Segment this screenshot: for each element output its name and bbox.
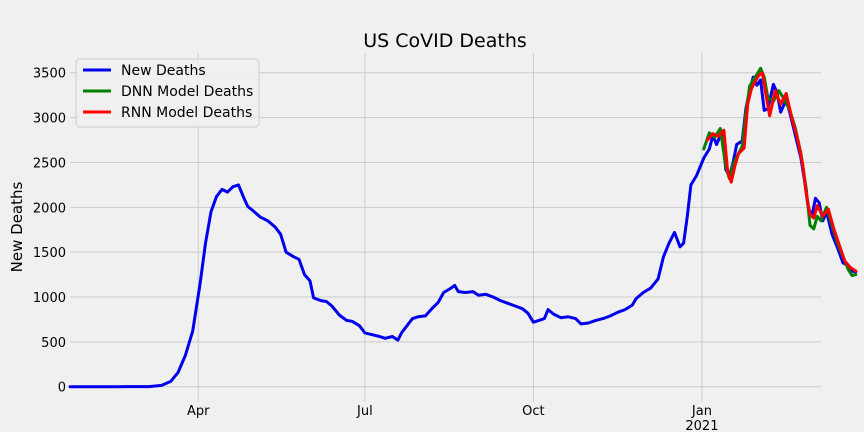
y-tick-label: 2500: [33, 156, 66, 171]
series-line-new-deaths: [68, 75, 858, 389]
legend-label-new-deaths: New Deaths: [121, 63, 206, 79]
y-tick-label: 0: [58, 381, 66, 396]
ticks: 0 500 1000 1500 2000 2500 3000 3500 Apr Jul Oct Jan…: [33, 67, 719, 432]
legend-label-rnn: RNN Model Deaths: [121, 105, 252, 121]
y-tick-label: 1500: [33, 246, 66, 261]
x-tick-label: Apr: [187, 404, 210, 419]
y-tick-label: 500: [41, 336, 66, 351]
legend-label-dnn: DNN Model Deaths: [121, 84, 253, 100]
y-tick-label: 1000: [33, 291, 66, 306]
y-tick-label: 3000: [33, 112, 66, 127]
series-line-rnn-model-deaths: [705, 71, 858, 273]
x-tick-sublabel: 2021: [685, 419, 718, 432]
x-tick-label: Oct: [522, 404, 544, 419]
chart-title: US CoVID Deaths: [363, 30, 527, 52]
legend: New Deaths DNN Model Deaths RNN Model De…: [75, 58, 260, 128]
y-tick-label: 3500: [33, 67, 66, 82]
x-tick-label: Jan: [691, 404, 712, 419]
series-layer: [68, 66, 858, 389]
y-tick-label: 2000: [33, 201, 66, 216]
x-tick-label: Jul: [356, 404, 373, 419]
y-axis-label: New Deaths: [8, 181, 26, 272]
legend-box: [75, 58, 260, 128]
